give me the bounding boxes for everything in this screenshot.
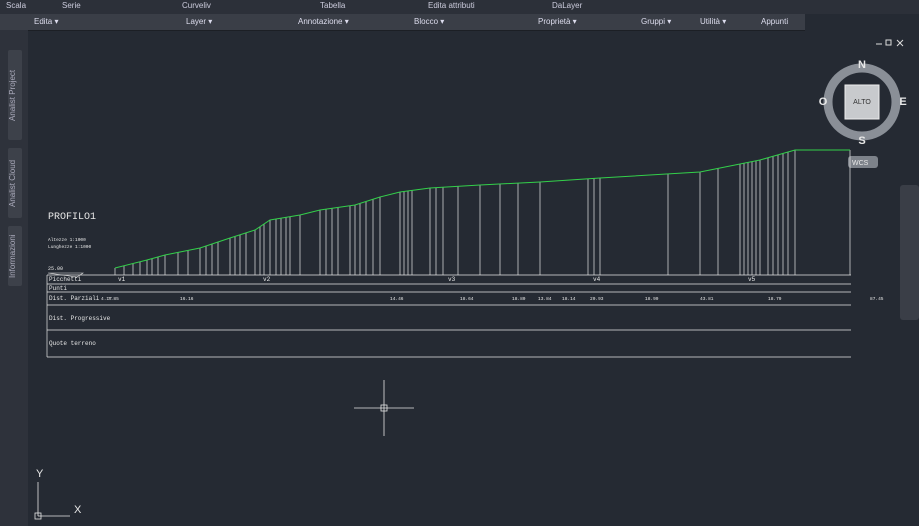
ribbon-top: Scala Serie Curveliv Tabella Edita attri… xyxy=(0,0,919,14)
panel-label[interactable]: Annotazione ▾ xyxy=(298,17,349,26)
station-label: v1 xyxy=(118,276,126,283)
viewcube: ALTO N S O E WCS xyxy=(819,59,907,168)
compass-n: N xyxy=(858,59,866,71)
ribbon-item[interactable]: Tabella xyxy=(320,1,346,10)
station-label: v5 xyxy=(748,276,756,283)
row-label: Quote terreno xyxy=(49,340,96,347)
cube-face[interactable] xyxy=(844,84,880,120)
scale-text: Altezze 1:1000 xyxy=(48,237,86,243)
partial-distance: 18.80 xyxy=(512,296,526,302)
profile-verticals xyxy=(114,150,851,275)
side-tab[interactable]: Analist Project xyxy=(8,50,22,140)
ribbon-item[interactable]: DaLayer xyxy=(552,1,583,10)
compass-ring xyxy=(823,63,901,141)
ribbon-item[interactable]: Serie xyxy=(62,1,81,10)
compass-s: S xyxy=(858,135,865,147)
ucs-label: WCS xyxy=(852,160,869,167)
station-label: v3 xyxy=(448,276,456,283)
pickbox xyxy=(380,404,388,412)
row-label: Dist. Progressive xyxy=(49,315,111,322)
scale-text: Lunghezze 1:1000 xyxy=(48,244,92,250)
ucs-button[interactable] xyxy=(848,156,878,168)
ribbon-panels: Edita ▾ Layer ▾ Annotazione ▾ Blocco ▾ P… xyxy=(0,14,805,31)
table-cells: v1 v2 v3 v4 v5 4.177.85 16.16 14.46 18.64 18.80 13… xyxy=(101,276,884,302)
partial-distance: 87.45 xyxy=(870,296,884,302)
station-label: v4 xyxy=(593,276,601,283)
side-tab[interactable]: Informazioni xyxy=(8,226,22,286)
ground-profile xyxy=(114,149,850,269)
panel-label[interactable]: Layer ▾ xyxy=(186,17,213,26)
partial-distance: 7.85 xyxy=(108,296,119,302)
crosshair xyxy=(354,380,414,436)
ucs-icon xyxy=(34,482,70,520)
restore[interactable] xyxy=(885,39,892,46)
row-label: Dist. Parziali xyxy=(49,295,100,302)
partial-distance: 16.16 xyxy=(180,296,194,302)
row-label: Punti xyxy=(49,285,67,292)
panel-label[interactable]: Appunti xyxy=(761,17,789,26)
panel-label[interactable]: Gruppi ▾ xyxy=(641,17,672,26)
ucs-origin xyxy=(34,512,42,520)
axis-y: Y xyxy=(36,468,44,480)
partial-distance: 4.17 xyxy=(101,296,112,302)
panel-label[interactable]: Blocco ▾ xyxy=(414,17,445,26)
ribbon-item[interactable]: Curveliv xyxy=(182,1,211,10)
partial-distance: 13.84 xyxy=(538,296,552,302)
compass-w: O xyxy=(819,96,828,108)
close[interactable] xyxy=(896,39,904,47)
partial-distance: 14.46 xyxy=(390,296,404,302)
window-controls xyxy=(876,39,904,47)
compass-e: E xyxy=(899,96,906,108)
partial-distance: 18.79 xyxy=(768,296,782,302)
datum-label: 25.00 xyxy=(48,266,63,272)
partial-distance: 18.64 xyxy=(460,296,474,302)
drawing-area: ALTO N S O E WCS PROFILO1 Altezze 1:1000… xyxy=(34,39,919,520)
station-label: v2 xyxy=(263,276,271,283)
ribbon-item[interactable]: Scala xyxy=(6,1,27,10)
panel-label[interactable]: Edita ▾ xyxy=(34,17,59,26)
partial-distance: 18.99 xyxy=(645,296,659,302)
guitar-table xyxy=(46,274,851,358)
axis-x: X xyxy=(74,504,82,516)
nav-bar[interactable] xyxy=(900,185,919,320)
row-label: Picchetti xyxy=(49,276,82,283)
side-tab[interactable]: Analist Cloud xyxy=(8,148,22,218)
panel-label[interactable]: Utilità ▾ xyxy=(700,17,727,26)
partial-distance: 20.93 xyxy=(590,296,604,302)
partial-distance: 43.81 xyxy=(700,296,714,302)
ribbon-item[interactable]: Edita attributi xyxy=(428,1,475,10)
panel-label[interactable]: Proprietà ▾ xyxy=(538,17,577,26)
profile-title: PROFILO1 xyxy=(48,212,96,223)
partial-distance: 18.14 xyxy=(562,296,576,302)
side-palette: Analist Project Analist Cloud Informazio… xyxy=(0,30,28,526)
cube-label: ALTO xyxy=(853,99,871,106)
